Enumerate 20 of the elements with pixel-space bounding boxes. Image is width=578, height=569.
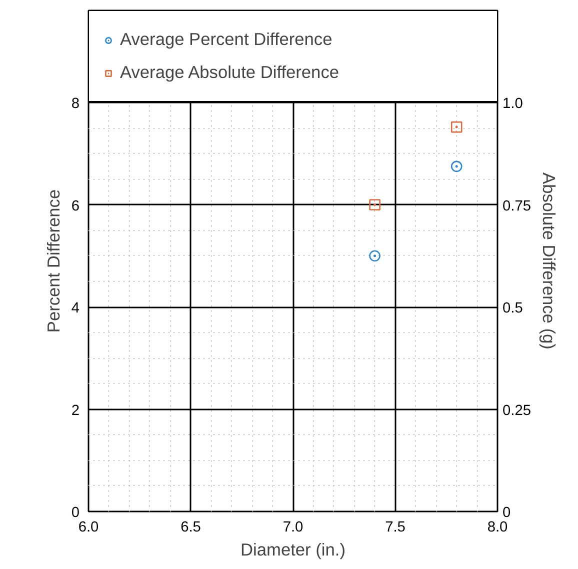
- y-tick-label: 0: [71, 505, 80, 521]
- y-axis-title: Percent Difference: [43, 189, 64, 333]
- y2-tick-label: 0.25: [502, 402, 532, 419]
- x-tick-label: 7.5: [385, 520, 406, 536]
- y2-tick-label: 0.75: [502, 198, 532, 214]
- y-tick-label: 8: [71, 96, 80, 112]
- x-tick-label: 8.0: [487, 520, 508, 536]
- x-tick-label: 6.0: [78, 520, 99, 536]
- y-tick-label: 4: [71, 300, 80, 317]
- y-tick-label: 2: [71, 402, 80, 419]
- y2-axis-title: Absolute Difference (g): [539, 172, 560, 350]
- y2-tick-label: 0.5: [502, 300, 523, 317]
- y2-tick-label: 0: [502, 505, 511, 521]
- x-axis-title: Diameter (in.): [240, 540, 346, 560]
- x-tick-label: 7.0: [282, 520, 304, 536]
- y2-tick-label: 1.0: [502, 96, 523, 112]
- legend-label: Average Absolute Difference: [120, 61, 340, 84]
- y-tick-label: 6: [71, 198, 80, 214]
- x-tick-label: 6.5: [180, 520, 201, 536]
- legend-label: Average Percent Difference: [120, 28, 334, 51]
